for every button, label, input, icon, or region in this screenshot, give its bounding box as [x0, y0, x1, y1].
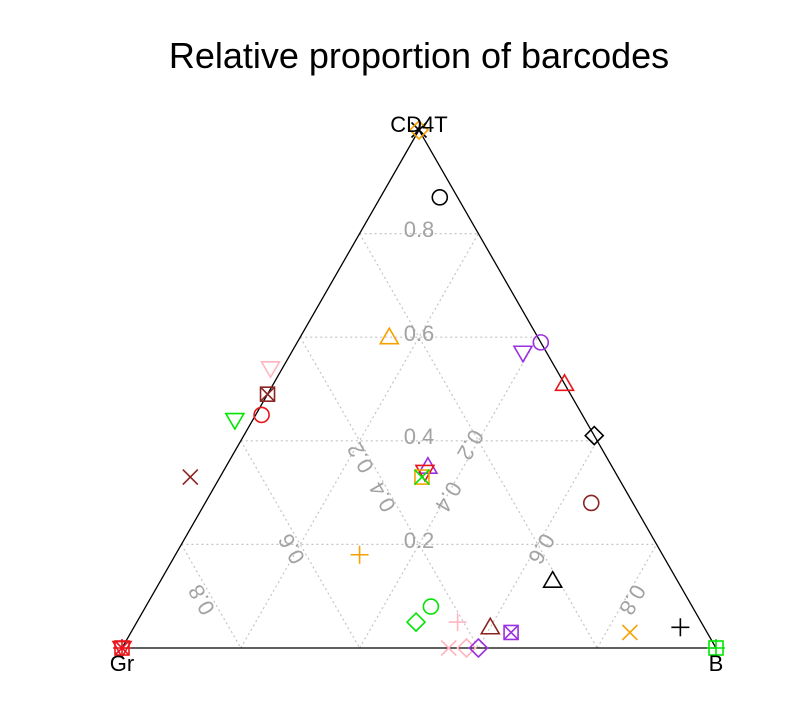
top-axis-tick-label: 0.2 — [404, 528, 435, 553]
right-axis-tick-label: 0.4 — [430, 477, 467, 516]
data-point-x — [440, 639, 457, 657]
data-point-square-x — [259, 386, 276, 402]
data-points — [111, 119, 725, 659]
data-point-triangle-down — [260, 360, 281, 379]
right-axis-tick-label: 0.8 — [614, 580, 651, 619]
left-axis-tick-label: 0.2 — [342, 438, 379, 477]
right-axis-tick-label: 0.2 — [452, 425, 489, 464]
data-point-x — [413, 468, 431, 486]
top-axis-tick-label: 0.4 — [404, 424, 435, 449]
left-axis-tick-label: 0.4 — [364, 477, 401, 516]
data-point-circle — [532, 334, 550, 351]
data-point-triangle — [554, 373, 575, 392]
chart-title: Relative proportion of barcodes — [169, 35, 669, 76]
left-axis-tick-label: 0.8 — [183, 580, 220, 619]
top-axis-tick-label: 0.6 — [404, 321, 435, 346]
vertex-label-b: B — [709, 651, 724, 676]
data-point-plus — [448, 613, 467, 632]
data-point-plus — [707, 639, 725, 657]
data-point-diamond — [408, 119, 430, 141]
data-point-square — [414, 469, 430, 485]
data-point-triangle — [378, 326, 400, 345]
triangle-outline — [120, 128, 718, 649]
grid-lines — [180, 233, 658, 649]
vertex-label-gr: Gr — [110, 651, 134, 676]
data-point-square-x — [503, 624, 519, 641]
data-point-diamond — [468, 637, 489, 659]
data-point-triangle — [479, 616, 501, 635]
data-point-triangle — [542, 570, 564, 588]
data-point-triangle-down — [224, 412, 246, 431]
data-point-x — [621, 624, 638, 641]
data-point-plus — [113, 639, 131, 657]
data-point-diamond — [405, 611, 427, 633]
data-point-circle — [431, 189, 449, 206]
data-point-circle — [253, 406, 270, 424]
data-point-triangle-down — [512, 345, 534, 364]
data-point-x — [182, 468, 199, 486]
data-point-plus — [350, 545, 369, 564]
vertex-label-cd4t: CD4T — [390, 112, 447, 137]
data-point-diamond — [584, 425, 605, 446]
data-point-circle — [582, 494, 600, 512]
right-axis-tick-label: 0.6 — [523, 529, 560, 568]
data-point-plus — [671, 618, 690, 637]
left-axis-tick-label: 0.6 — [273, 529, 310, 568]
data-point-circle — [422, 598, 440, 615]
top-axis-tick-label: 0.8 — [404, 217, 435, 242]
